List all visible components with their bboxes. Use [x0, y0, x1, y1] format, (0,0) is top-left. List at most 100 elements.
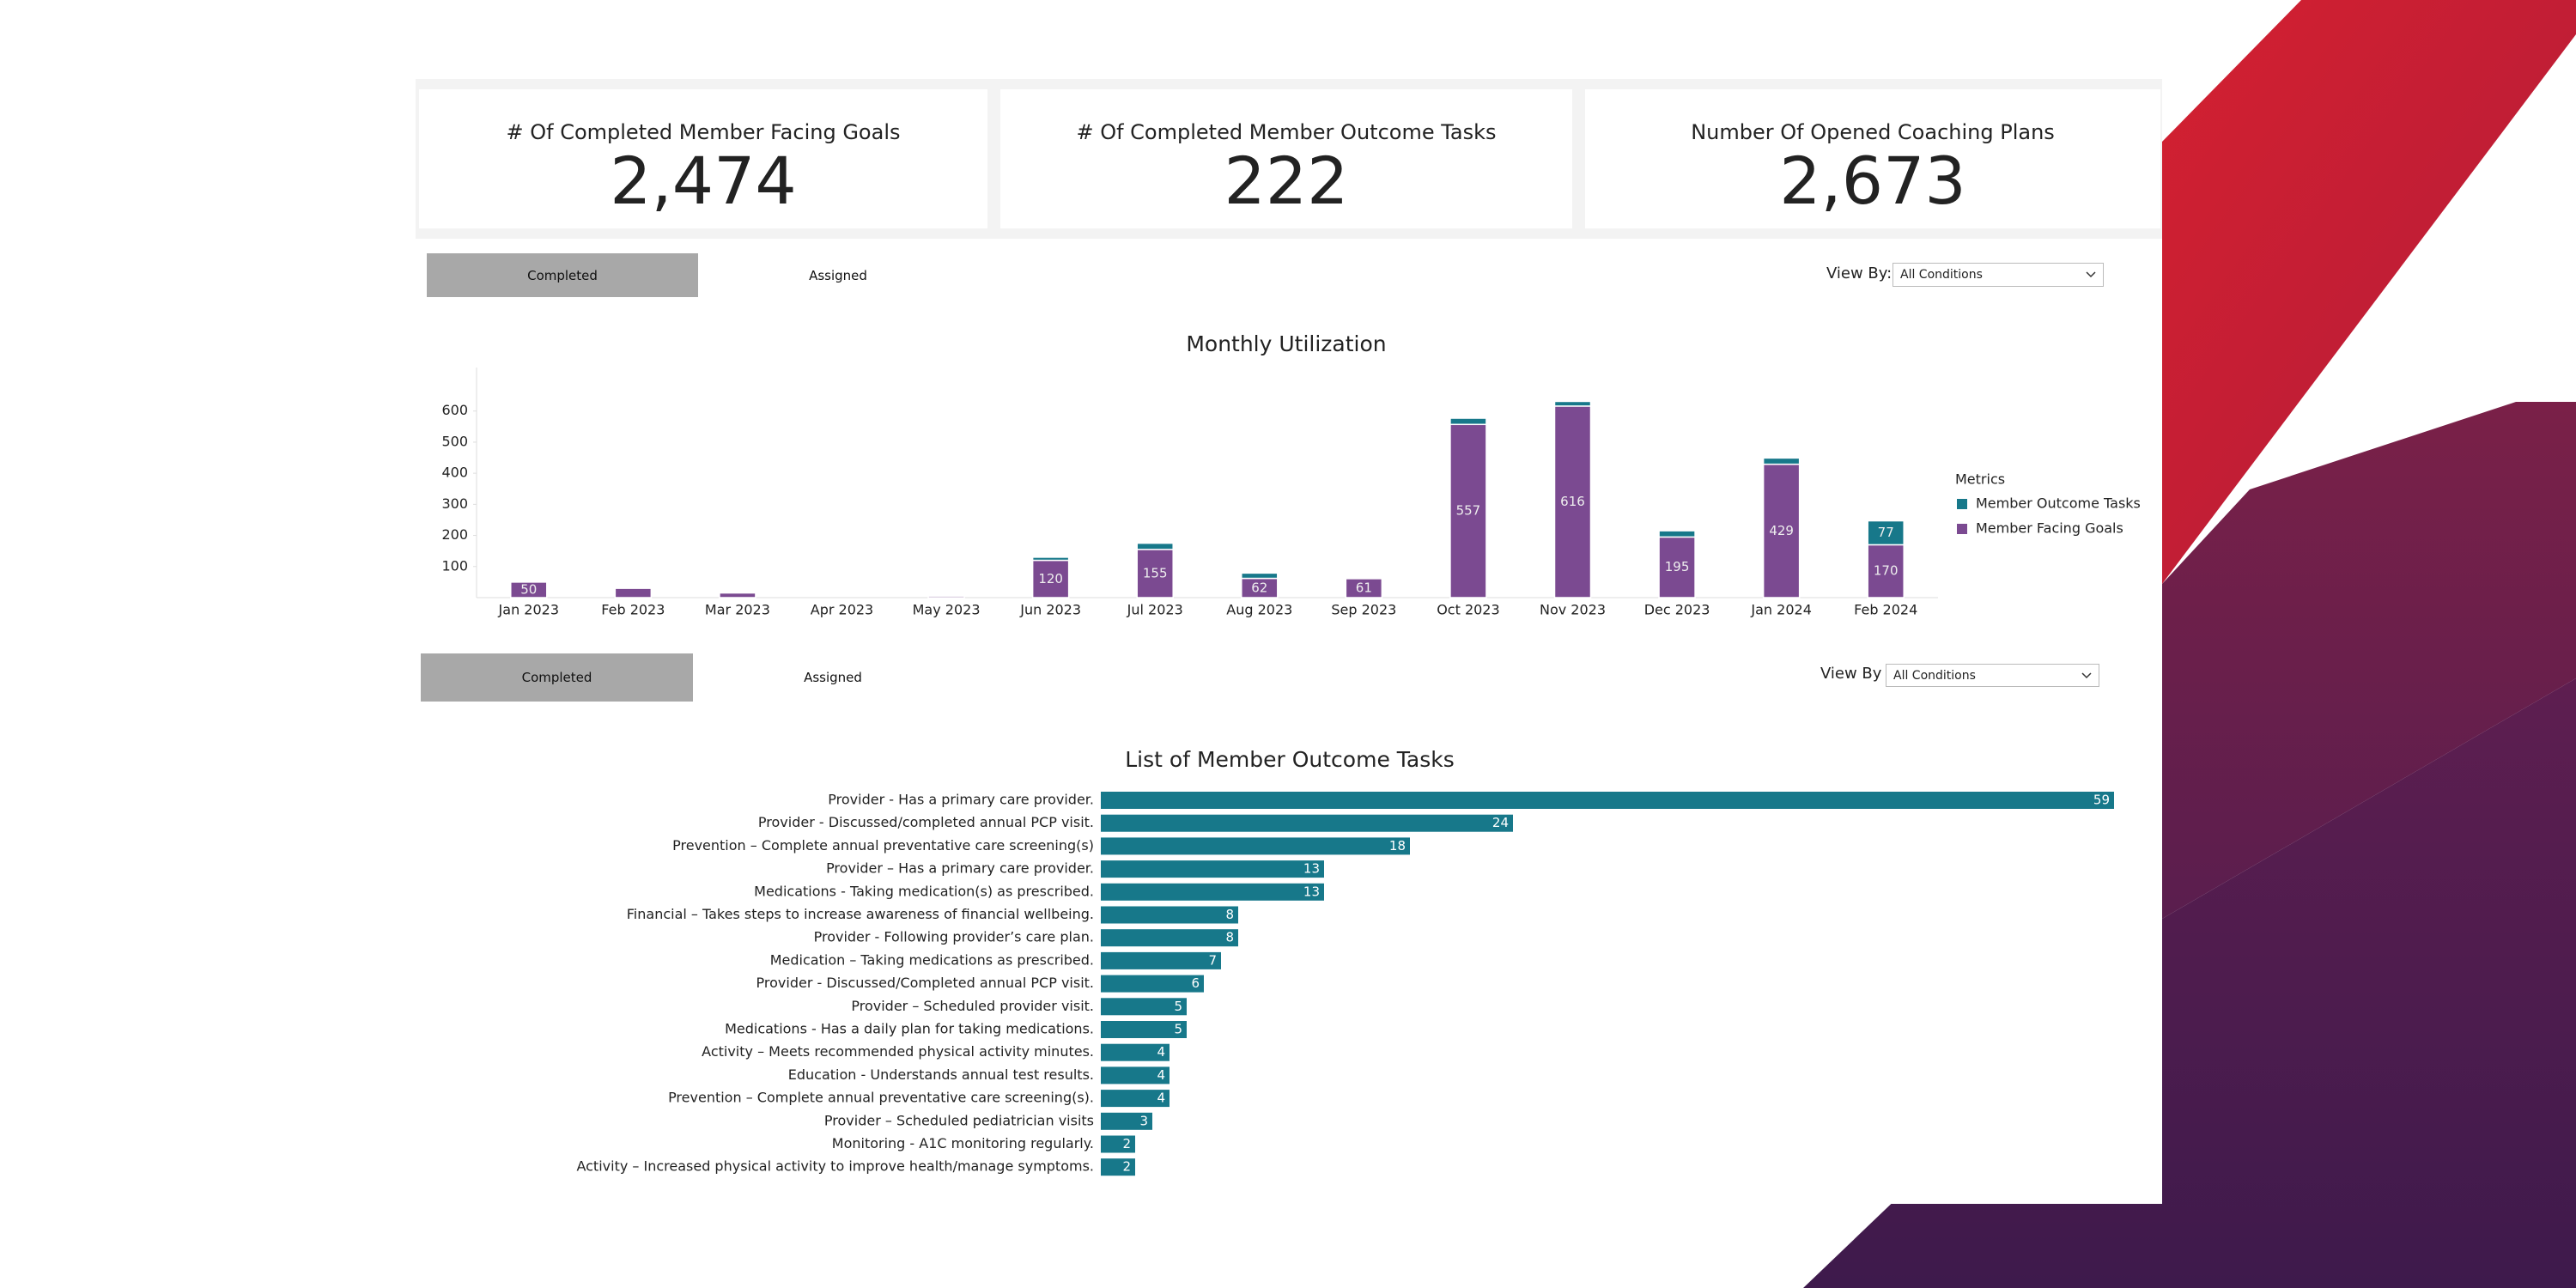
category-label: Prevention – Complete annual preventativ…: [668, 1090, 1094, 1106]
kpi-title: # Of Completed Member Outcome Tasks: [1076, 120, 1497, 144]
x-tick-label: Nov 2023: [1540, 602, 1606, 618]
bar: [1101, 1112, 1152, 1130]
view-by-label: View By :: [1820, 665, 1893, 683]
x-tick-label: Jan 2023: [498, 602, 559, 618]
tab-button[interactable]: Assigned: [809, 267, 867, 283]
data-label: 4: [1157, 1044, 1165, 1060]
kpi-title: # Of Completed Member Facing Goals: [506, 120, 901, 144]
select-value: All Conditions: [1900, 268, 1983, 282]
bar-segment: [1658, 530, 1696, 538]
bar-segment: [1345, 578, 1383, 598]
data-label: 4: [1157, 1091, 1165, 1106]
x-tick-label: Aug 2023: [1226, 602, 1292, 618]
x-tick-label: Mar 2023: [705, 602, 770, 618]
bar-segment: [1136, 542, 1174, 550]
content-panel: Completed Assigned View By: All Conditions C…: [416, 244, 2162, 1204]
bar: [1101, 837, 1410, 855]
bar: [1101, 1135, 1135, 1153]
bar: [1101, 1043, 1170, 1061]
select-value: All Conditions: [1893, 668, 1976, 683]
tab-button[interactable]: Assigned: [804, 670, 862, 685]
bar-segment: [1031, 556, 1070, 562]
arrow: [2081, 671, 2092, 678]
y-tick-label: 400: [441, 465, 468, 481]
x-tick-label: Apr 2023: [811, 602, 873, 618]
kpi-card: Number Of Opened Coaching Plans 2,673: [1585, 89, 2160, 228]
dropdown-arrow: [2086, 271, 2096, 278]
data-label: 62: [1251, 580, 1267, 595]
y-tick-label: 300: [441, 495, 468, 512]
bar-segment: [1867, 519, 1905, 546]
category-label: Provider – Scheduled provider visit.: [851, 998, 1094, 1014]
bar-segment: [719, 592, 756, 598]
x-tick-label: Jan 2024: [1750, 602, 1811, 618]
category-label: Activity – Meets recommended physical ac…: [702, 1043, 1094, 1060]
data-label: 120: [1038, 571, 1063, 586]
y-tick-label: 600: [441, 402, 468, 418]
bar-segment: [1658, 536, 1696, 598]
data-label: 59: [2093, 793, 2110, 808]
arrow: [2086, 271, 2096, 278]
data-label: 3: [1139, 1113, 1148, 1128]
bar-segment: [614, 587, 653, 598]
bar: [1101, 906, 1238, 924]
bar: [1101, 814, 1513, 832]
chart-title: Monthly Utilization: [1186, 331, 1386, 356]
bar: [1101, 1066, 1170, 1084]
tab-button[interactable]: Completed: [421, 653, 693, 702]
category-label: Provider - Has a primary care provider.: [828, 792, 1094, 808]
data-label: 24: [1492, 815, 1509, 830]
data-label: 5: [1174, 999, 1182, 1014]
bar-segment: [510, 581, 548, 598]
view-by-label: View By:: [1826, 264, 1893, 283]
data-label: 2: [1122, 1159, 1131, 1175]
legend-label: Member Facing Goals: [1976, 520, 2123, 537]
kpi-value: 222: [1224, 143, 1349, 219]
bar: [1101, 975, 1204, 993]
kpi-title: Number Of Opened Coaching Plans: [1691, 120, 2055, 144]
data-label: 4: [1157, 1067, 1165, 1083]
y-tick-label: 500: [441, 433, 468, 449]
bar: [1101, 883, 1324, 901]
bar-segment: [1553, 400, 1592, 407]
category-label: Provider – Has a primary care provider.: [826, 860, 1094, 877]
bar-segment: [1031, 559, 1070, 598]
data-label: 8: [1225, 907, 1234, 922]
kpi-value: 2,673: [1779, 143, 1966, 219]
category-label: Provider - Discussed/completed annual PC…: [758, 814, 1094, 830]
bar: [1101, 929, 1238, 947]
data-label: 170: [1874, 563, 1899, 579]
bar-segment: [1762, 463, 1801, 598]
category-label: Activity – Increased physical activity t…: [576, 1158, 1094, 1175]
legend-swatch: [1957, 499, 1967, 509]
tab-button[interactable]: Completed: [427, 253, 698, 297]
data-label: 77: [1878, 525, 1894, 540]
y-tick-label: 100: [441, 557, 468, 574]
data-label: 7: [1208, 952, 1217, 968]
dropdown-arrow: [2081, 671, 2092, 678]
bar: [1101, 860, 1324, 878]
category-label: Provider - Discussed/Completed annual PC…: [756, 975, 1094, 991]
legend-title: Metrics: [1955, 471, 2005, 488]
x-tick-label: Oct 2023: [1437, 602, 1499, 618]
bar: [1101, 1021, 1187, 1038]
category-label: Medications - Has a daily plan for takin…: [725, 1021, 1094, 1037]
kpi-row: # Of Completed Member Facing Goals 2,474 #…: [416, 79, 2162, 239]
data-label: 557: [1456, 503, 1481, 519]
category-label: Medication – Taking medications as presc…: [770, 951, 1094, 968]
bar-segment: [1762, 457, 1801, 465]
data-label: 13: [1303, 884, 1320, 899]
data-label: 6: [1191, 975, 1200, 991]
data-label: 13: [1303, 861, 1320, 877]
bar-segment: [1553, 405, 1592, 598]
data-label: 195: [1665, 559, 1690, 574]
data-label: 616: [1560, 494, 1585, 509]
bar: [1101, 998, 1187, 1016]
x-tick-label: Sep 2023: [1331, 602, 1396, 618]
view-by-select[interactable]: All Conditions: [1893, 263, 2104, 287]
category-label: Provider - Following provider’s care pla…: [814, 929, 1094, 945]
view-by-select[interactable]: All Conditions: [1886, 664, 2099, 687]
bar-segment: [1449, 423, 1487, 598]
legend-swatch: [1957, 524, 1967, 534]
